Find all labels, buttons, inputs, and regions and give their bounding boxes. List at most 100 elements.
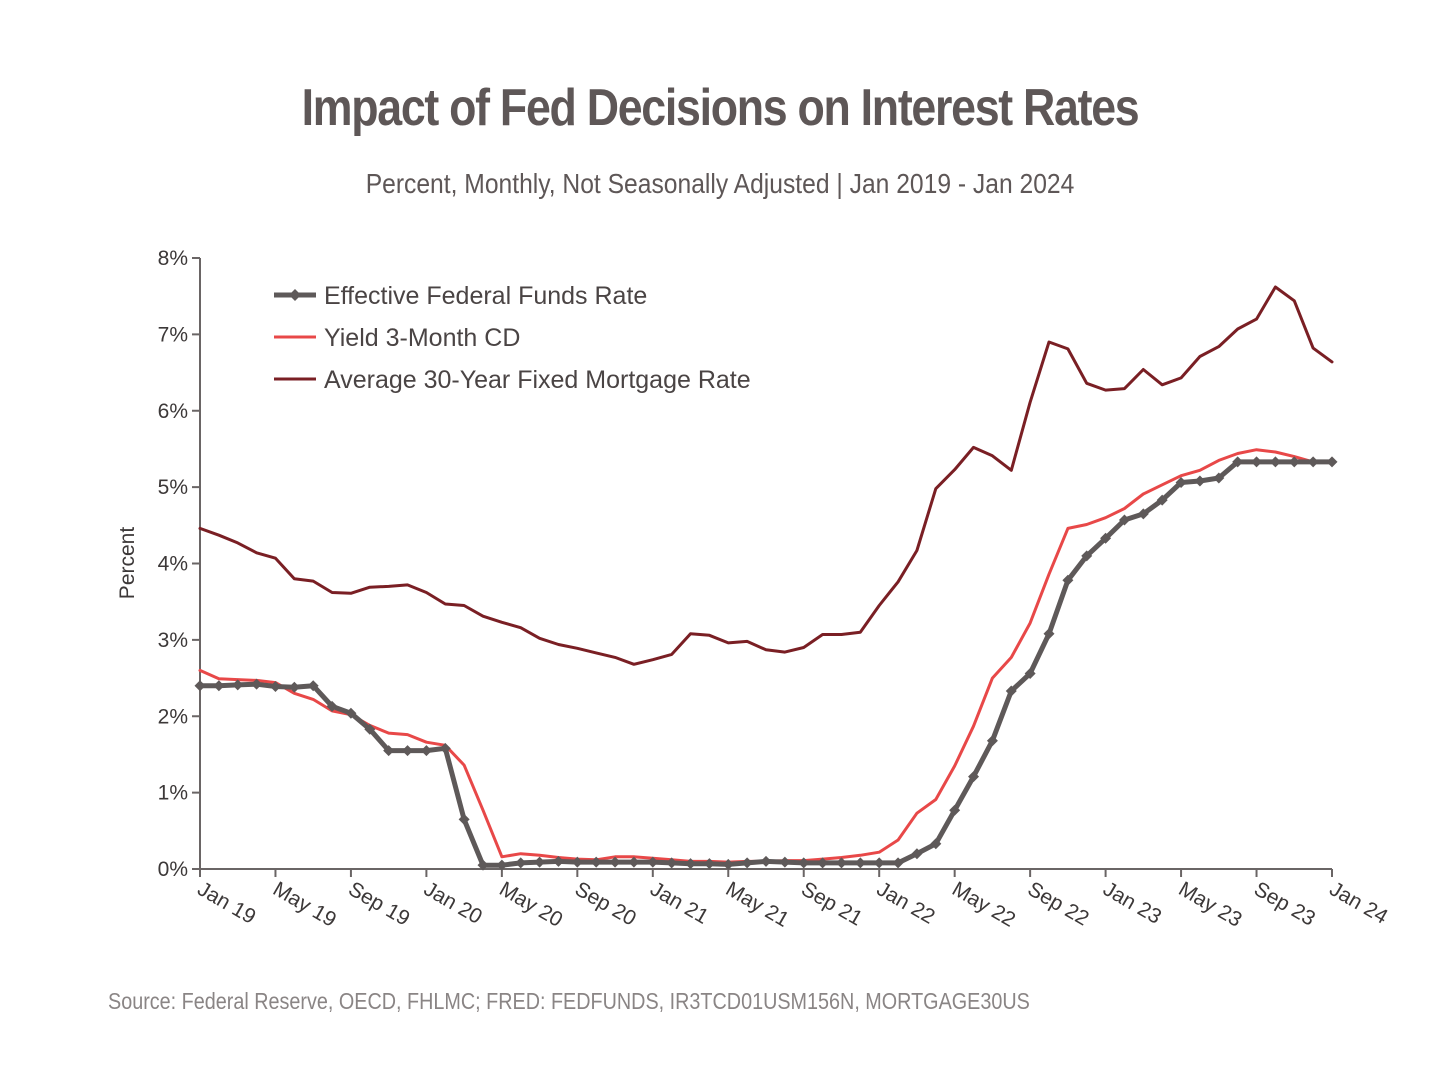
data-point-marker bbox=[968, 771, 980, 783]
data-point-marker bbox=[609, 856, 621, 868]
y-tick-label: 6% bbox=[158, 400, 188, 423]
x-tick-label: May 21 bbox=[722, 877, 793, 931]
data-point-marker bbox=[232, 679, 244, 691]
data-point-marker bbox=[1137, 508, 1149, 520]
data-point-marker bbox=[1307, 456, 1319, 468]
legend-item: Effective Federal Funds Rate bbox=[274, 282, 647, 310]
y-tick-label: 7% bbox=[158, 323, 188, 346]
y-tick-label: 2% bbox=[158, 705, 188, 728]
data-point-marker bbox=[1269, 456, 1281, 468]
data-point-marker bbox=[817, 857, 829, 869]
legend-item: Average 30-Year Fixed Mortgage Rate bbox=[274, 366, 751, 394]
data-point-marker bbox=[496, 859, 508, 871]
x-tick-label: Jan 23 bbox=[1099, 877, 1165, 928]
data-point-marker bbox=[534, 856, 546, 868]
data-point-marker bbox=[703, 858, 715, 870]
data-point-marker bbox=[854, 857, 866, 869]
x-tick-label: Jan 20 bbox=[420, 877, 486, 928]
x-tick-label: Jan 22 bbox=[873, 877, 939, 928]
data-point-marker bbox=[439, 742, 451, 754]
data-point-marker bbox=[930, 838, 942, 850]
data-point-marker bbox=[515, 857, 527, 869]
x-tick-label: Sep 23 bbox=[1250, 877, 1319, 930]
data-point-marker bbox=[326, 700, 338, 712]
y-tick-label: 1% bbox=[158, 782, 188, 805]
series-0 bbox=[194, 456, 1338, 871]
x-tick-label: Sep 22 bbox=[1024, 877, 1093, 930]
y-tick-label: 8% bbox=[158, 247, 188, 270]
x-tick-label: Sep 21 bbox=[797, 877, 866, 930]
data-point-marker bbox=[1194, 475, 1206, 487]
data-point-marker bbox=[364, 723, 376, 735]
y-tick-label: 4% bbox=[158, 553, 188, 576]
data-point-marker bbox=[873, 857, 885, 869]
x-tick-label: May 22 bbox=[948, 877, 1019, 931]
data-point-marker bbox=[269, 680, 281, 692]
data-point-marker bbox=[590, 856, 602, 868]
data-point-marker bbox=[722, 858, 734, 870]
series-1 bbox=[198, 448, 1334, 864]
series-line bbox=[197, 459, 1335, 868]
y-tick-label: 3% bbox=[158, 629, 188, 652]
data-point-marker bbox=[1251, 456, 1263, 468]
data-point-marker bbox=[741, 857, 753, 869]
data-point-marker bbox=[779, 856, 791, 868]
data-point-marker bbox=[477, 859, 489, 871]
legend-label: Yield 3-Month CD bbox=[324, 324, 520, 352]
chart-title: Impact of Fed Decisions on Interest Rate… bbox=[301, 79, 1140, 137]
data-point-marker bbox=[1024, 667, 1036, 679]
data-point-marker bbox=[307, 680, 319, 692]
data-point-marker bbox=[911, 848, 923, 860]
legend-marker bbox=[289, 289, 301, 301]
x-tick-label: May 20 bbox=[495, 877, 566, 931]
data-point-marker bbox=[552, 855, 564, 867]
y-tick-label: 5% bbox=[158, 476, 188, 499]
series-line bbox=[198, 448, 1334, 864]
x-tick-label: Jan 24 bbox=[1326, 877, 1392, 929]
data-point-marker bbox=[1232, 456, 1244, 468]
data-point-marker bbox=[835, 857, 847, 869]
data-point-marker bbox=[949, 804, 961, 816]
chart-subtitle: Percent, Monthly, Not Seasonally Adjuste… bbox=[365, 168, 1075, 199]
data-point-marker bbox=[1213, 472, 1225, 484]
x-tick-label: Jan 19 bbox=[194, 877, 260, 928]
data-point-marker bbox=[402, 745, 414, 757]
data-point-marker bbox=[1043, 628, 1055, 640]
legend: Effective Federal Funds Rate Yield 3-Mont… bbox=[274, 282, 751, 394]
x-tick-label: Sep 20 bbox=[571, 877, 640, 930]
source-note: Source: Federal Reserve, OECD, FHLMC; FR… bbox=[108, 988, 1030, 1014]
data-point-marker bbox=[647, 856, 659, 868]
data-point-marker bbox=[1156, 494, 1168, 506]
data-point-marker bbox=[251, 678, 263, 690]
data-point-marker bbox=[194, 680, 206, 692]
data-point-marker bbox=[1288, 456, 1300, 468]
x-tick-label: May 19 bbox=[269, 877, 340, 931]
data-point-marker bbox=[1100, 532, 1112, 544]
series-layer bbox=[194, 285, 1338, 871]
data-point-marker bbox=[383, 745, 395, 757]
series-line bbox=[198, 285, 1334, 666]
legend-label: Effective Federal Funds Rate bbox=[324, 282, 647, 310]
data-point-marker bbox=[1175, 477, 1187, 489]
legend-label: Average 30-Year Fixed Mortgage Rate bbox=[324, 366, 751, 394]
legend-item: Yield 3-Month CD bbox=[274, 324, 520, 352]
y-tick-label: 0% bbox=[158, 858, 188, 881]
data-point-marker bbox=[986, 735, 998, 747]
x-tick-label: May 23 bbox=[1175, 877, 1246, 931]
data-point-marker bbox=[458, 813, 470, 825]
data-point-marker bbox=[798, 857, 810, 869]
data-point-marker bbox=[345, 707, 357, 719]
data-point-marker bbox=[892, 857, 904, 869]
data-point-marker bbox=[1005, 685, 1017, 697]
data-point-marker bbox=[213, 680, 225, 692]
x-tick-label: Sep 19 bbox=[344, 877, 413, 930]
data-point-marker bbox=[1326, 456, 1338, 468]
x-tick-label: Jan 21 bbox=[646, 877, 712, 928]
data-point-marker bbox=[288, 681, 300, 693]
data-point-marker bbox=[1118, 514, 1130, 526]
data-point-marker bbox=[1081, 550, 1093, 562]
data-point-marker bbox=[666, 857, 678, 869]
data-point-marker bbox=[420, 745, 432, 757]
data-point-marker bbox=[1062, 574, 1074, 586]
